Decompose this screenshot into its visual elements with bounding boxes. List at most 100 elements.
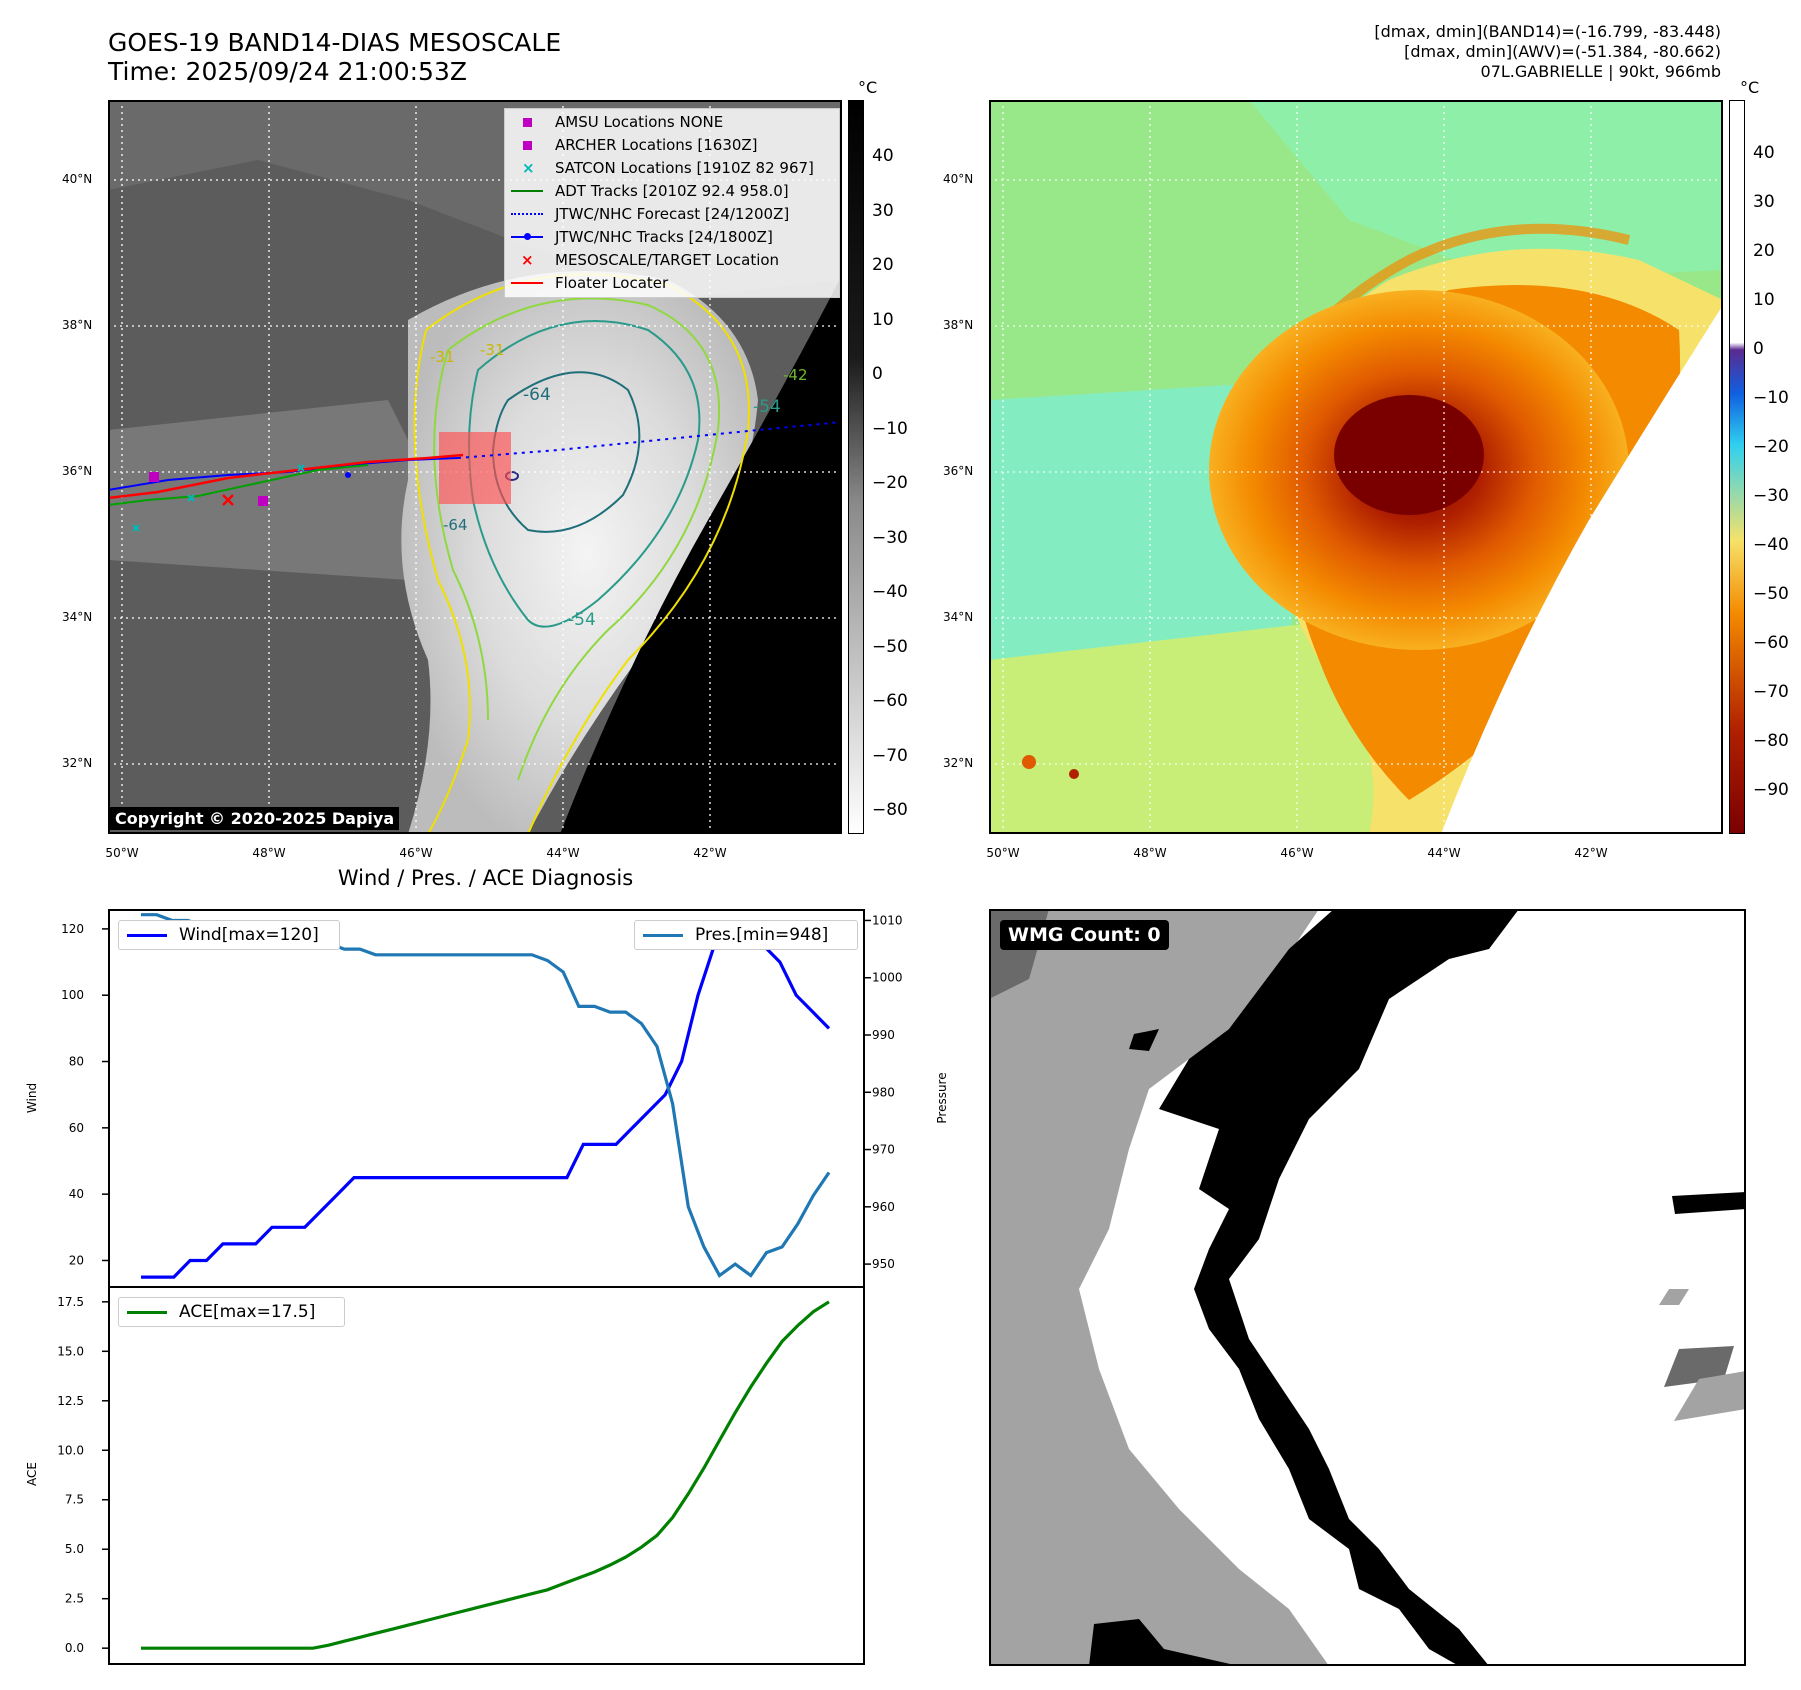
legend-item-jtwc: JTWC/NHC Tracks [24/1800Z] [505,226,839,248]
wind-axis-tick-label: 40 [69,1187,84,1201]
pressure-axis-tick-label: 1010 [872,913,903,927]
figure-title: GOES-19 BAND14-DIAS MESOSCALE Time: 2025… [108,28,561,86]
legend-item-satcon: × SATCON Locations [1910Z 82 967] [522,159,814,177]
line-marker-icon [511,190,543,192]
ace-axis-tick-label: 2.5 [65,1592,84,1606]
contour-label: -54 [568,610,596,630]
legend-item-floater: Floater Locater [505,272,839,294]
floater-box [439,432,511,504]
contour-label: -64 [523,385,551,405]
colorbar-tick-label: 20 [872,255,894,275]
awv-cell [1069,769,1079,779]
colorbar-tick-label: 10 [1753,290,1775,310]
colorbar-tick-label: −30 [1753,486,1789,506]
lon-tick-label: 42°W [1574,846,1608,860]
lat-tick-label: 38°N [62,318,93,332]
colorbar-tick-label: 0 [1753,339,1764,359]
ir-legend: AMSU Locations NONE ARCHER Locations [16… [504,108,840,298]
contour-31-west [413,329,471,834]
pressure-axis-label: Pressure [935,1072,949,1123]
ir-colorbar [848,100,864,834]
lon-tick-label: 44°W [1427,846,1461,860]
lon-tick-label: 48°W [252,846,286,860]
colorbar-tick-label: −20 [872,473,908,493]
wmg-grey-region [989,909,1329,1666]
lat-tick-label: 32°N [62,756,93,770]
wmg-count-badge: WMG Count: 0 [1000,920,1169,950]
colorbar-tick-label: −80 [1753,731,1789,751]
pressure-axis-tick-label: 970 [872,1143,895,1157]
lat-tick-label: 38°N [943,318,974,332]
wmg-frame [989,909,1746,1666]
info-storm: 07L.GABRIELLE | 90kt, 966mb [1480,62,1721,81]
awv-colorbar-unit: °C [1740,78,1760,97]
pressure-axis-tick-label: 950 [872,1257,895,1271]
wmg-black-band [1159,909,1519,1666]
archer-marker [258,496,268,506]
awv-cell [1022,755,1036,769]
contour-42 [447,297,721,781]
wind-axis-tick-label: 100 [61,988,84,1002]
lon-tick-label: 42°W [693,846,727,860]
pressure-axis-tick-label: 990 [872,1028,895,1042]
lon-tick-label: 50°W [105,846,139,860]
diagnosis-title: Wind / Pres. / ACE Diagnosis [337,866,634,890]
colorbar-tick-label: −20 [1753,437,1789,457]
jtwc-forecast [457,421,842,459]
awv-no-data-region [1441,305,1723,834]
ir-map-frame [108,100,842,834]
ace-axis-tick-label: 7.5 [65,1493,84,1507]
awv-map-frame [989,100,1723,834]
colorbar-tick-label: −90 [1753,780,1789,800]
ir-west-band [108,400,428,580]
colorbar-tick-label: 20 [1753,241,1775,261]
ace-axis-tick-label: 10.0 [57,1443,84,1457]
awv-lower-band [989,620,1409,834]
lon-tick-label: 50°W [986,846,1020,860]
awv-colorbar [1729,100,1745,834]
ace-legend: ACE[max=17.5] [118,1297,345,1327]
wmg-black-cell [1672,1192,1746,1214]
ace-axis-tick-label: 15.0 [57,1344,84,1358]
title-time: Time: 2025/09/24 21:00:53Z [108,57,467,86]
wind-axis-label: Wind [25,1083,39,1113]
wind-axis-tick-label: 60 [69,1121,84,1135]
lat-tick-label: 36°N [62,464,93,478]
pressure-axis-tick-label: 1000 [872,971,903,985]
colorbar-tick-label: −10 [872,418,908,439]
line-marker-icon [511,282,543,284]
ace-chart-frame [108,1286,865,1665]
line-marker-icon [127,1311,167,1314]
colorbar-tick-label: 30 [1753,192,1775,212]
colorbar-tick-label: −70 [872,745,908,766]
ir-no-data-region [560,275,842,834]
colorbar-tick-label: −30 [872,527,908,548]
wind-chart-frame [108,909,865,1288]
colorbar-tick-label: −50 [872,636,908,657]
ir-colorbar-unit: °C [858,78,878,97]
pressure-axis-tick-label: 960 [872,1200,895,1214]
copyright-badge: Copyright © 2020-2025 Dapiya [110,807,400,830]
colorbar-tick-label: −10 [1753,388,1789,408]
legend-item-adt: ADT Tracks [2010Z 92.4 958.0] [505,180,839,202]
lon-tick-label: 46°W [1280,846,1314,860]
figure-info: [dmax, dmin](BAND14)=(-16.799, -83.448) … [1374,22,1721,82]
wind-axis-tick-label: 80 [69,1055,84,1069]
info-band14-range: [dmax, dmin](BAND14)=(-16.799, -83.448) [1374,22,1721,41]
wind-axis-tick-label: 20 [69,1253,84,1267]
awv-map-panel [989,100,1723,834]
contour-label: -31 [480,341,505,359]
line-marker-icon [127,934,167,937]
contour-label: -42 [783,366,808,384]
lon-tick-label: 46°W [399,846,433,860]
jtwc-track-point [345,472,351,478]
wmg-grey-cell [1674,1371,1746,1421]
title-satellite-band: GOES-19 BAND14-DIAS MESOSCALE [108,28,562,57]
colorbar-tick-label: −40 [1753,535,1789,555]
wind-axis-tick-label: 120 [61,922,84,936]
colorbar-tick-label: 40 [872,146,894,166]
pressure-legend: Pres.[min=948] [634,920,858,950]
series-line [141,1300,830,1650]
x-marker-icon: × [522,159,535,177]
wmg-panel [989,909,1746,1666]
